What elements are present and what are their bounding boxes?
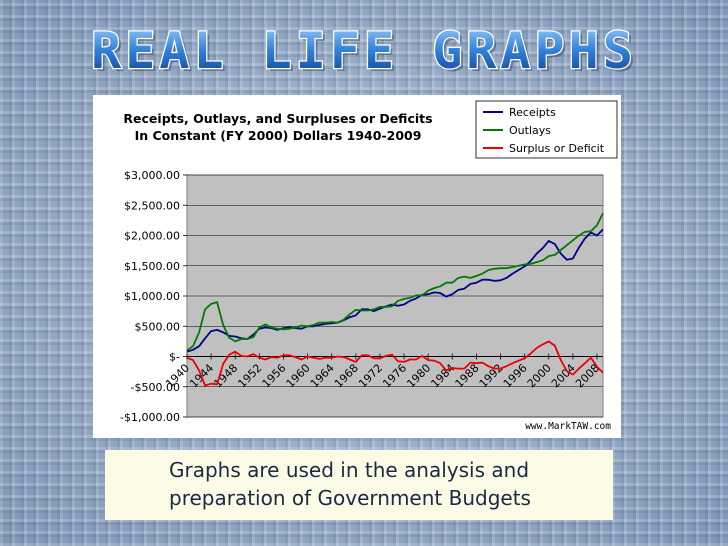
y-tick-label: $1,500.00 — [124, 260, 180, 273]
watermark-text: www.MarkTAW.com — [525, 421, 611, 432]
slide-title-shadow: REAL LIFE GRAPHS — [94, 25, 640, 83]
series-line-outlays — [186, 212, 604, 352]
caption-box: Graphs are used in the analysis and prep… — [105, 450, 613, 520]
y-tick-label: $500.00 — [135, 320, 181, 333]
slide-title: REAL LIFE GRAPHS REAL LIFE GRAPHS — [90, 21, 640, 83]
budget-line-chart: Receipts, Outlays, and Surpluses or Defi… — [120, 100, 618, 432]
y-tick-label: $1,000.00 — [124, 290, 180, 303]
chart-title-line: Receipts, Outlays, and Surpluses or Defi… — [123, 111, 432, 126]
y-tick-label: -$1,000.00 — [120, 411, 180, 424]
y-tick-label: $3,000.00 — [124, 169, 180, 182]
caption-line: Graphs are used in the analysis and — [169, 458, 530, 482]
legend-label: Receipts — [509, 106, 556, 119]
slide-title-text: REAL LIFE GRAPHS — [91, 22, 637, 80]
y-tick-label: $2,500.00 — [124, 199, 180, 212]
y-tick-label: -$500.00 — [131, 381, 180, 394]
y-tick-label: $2,000.00 — [124, 230, 180, 243]
caption-line: preparation of Government Budgets — [169, 486, 531, 510]
chart-panel: Receipts, Outlays, and Surpluses or Defi… — [93, 95, 621, 438]
chart-title-line: In Constant (FY 2000) Dollars 1940-2009 — [135, 128, 422, 143]
series-line-surplus-or-deficit — [186, 340, 604, 387]
y-tick-label: $- — [169, 351, 180, 364]
legend-label: Surplus or Deficit — [509, 142, 605, 155]
legend-label: Outlays — [509, 124, 551, 137]
